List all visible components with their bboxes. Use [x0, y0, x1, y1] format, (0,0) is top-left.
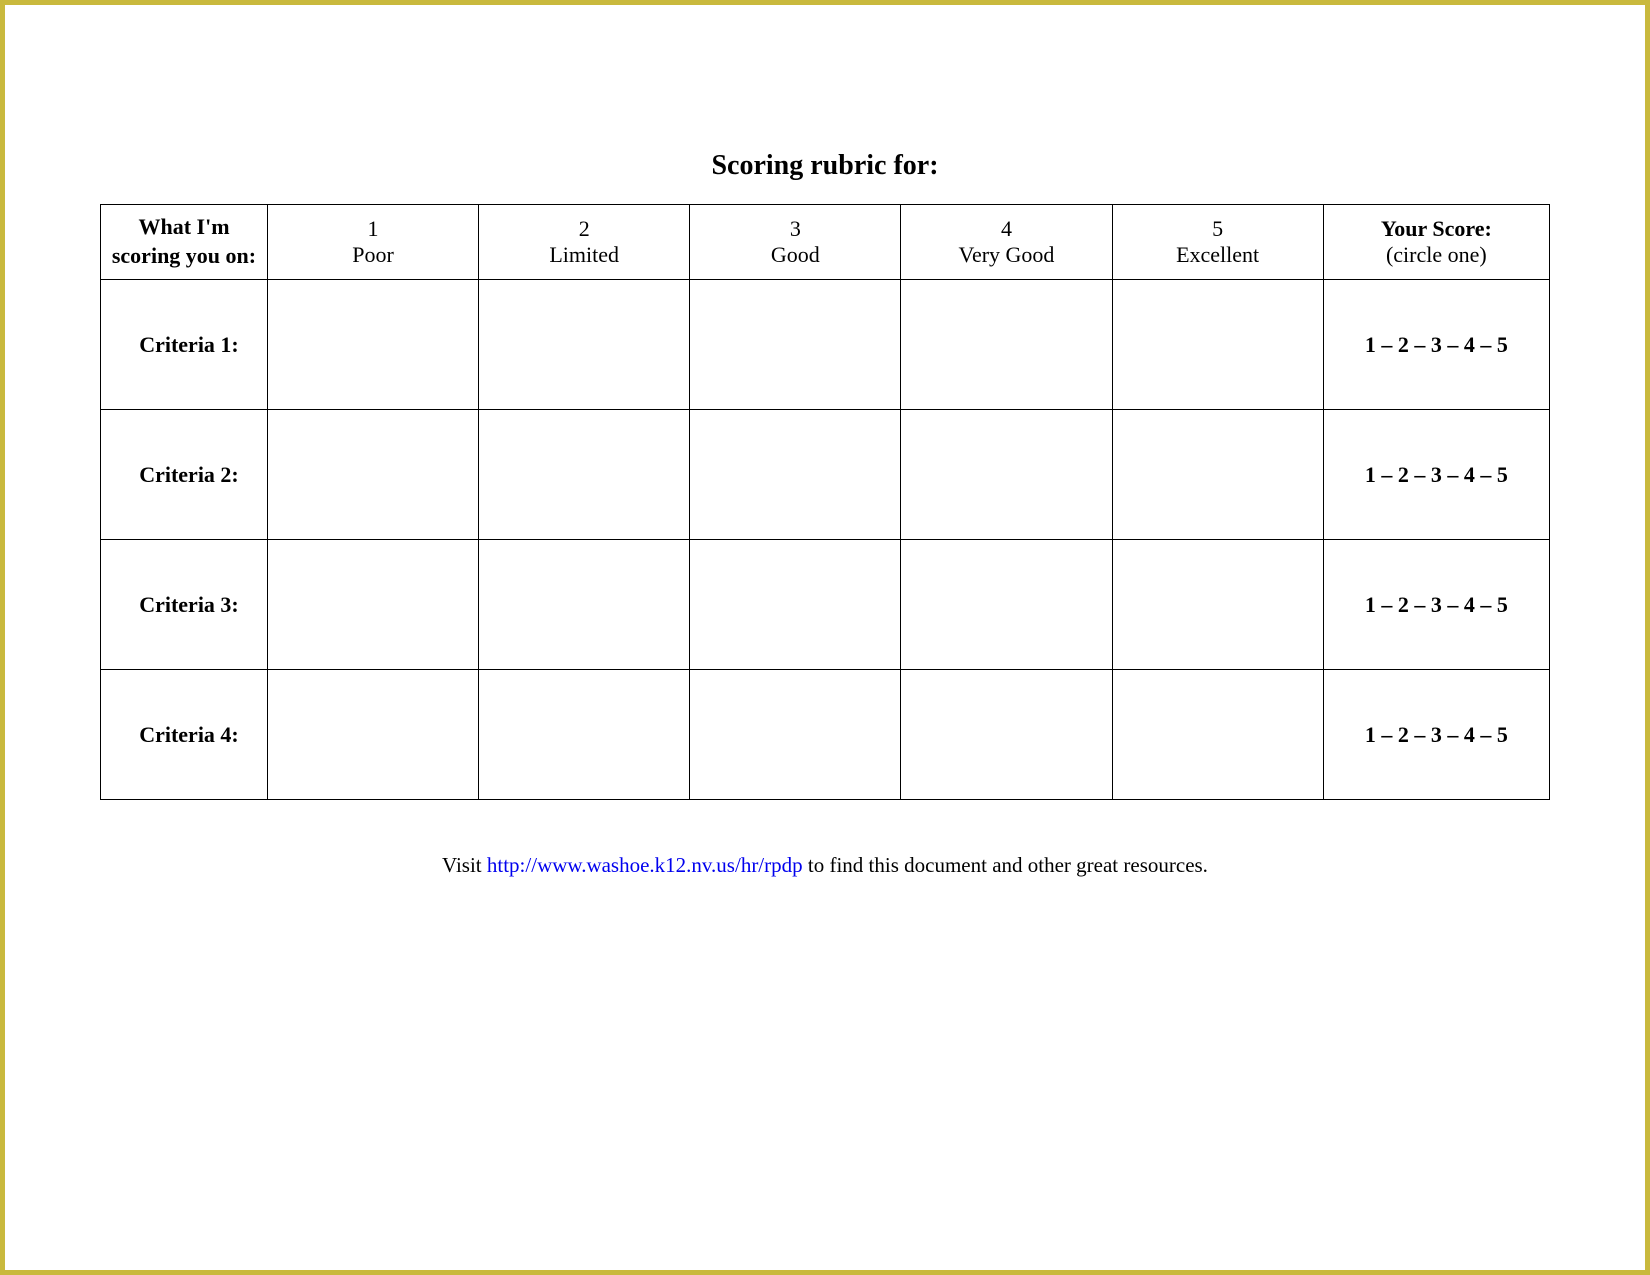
header-level-1-num: 1 [272, 216, 474, 242]
criteria-1-level-1 [267, 280, 478, 410]
header-level-4-num: 4 [905, 216, 1107, 242]
header-row: What I'm scoring you on: 1 Poor 2 Limite… [101, 205, 1550, 280]
header-level-2-label: Limited [483, 242, 685, 268]
header-score: Your Score: (circle one) [1323, 205, 1549, 280]
criteria-3-level-1 [267, 540, 478, 670]
header-level-1: 1 Poor [267, 205, 478, 280]
criteria-3-score: 1 – 2 – 3 – 4 – 5 [1323, 540, 1549, 670]
header-score-top: Your Score: [1328, 216, 1545, 242]
criteria-2-level-2 [479, 410, 690, 540]
criteria-4-level-5 [1112, 670, 1323, 800]
criteria-2-score: 1 – 2 – 3 – 4 – 5 [1323, 410, 1549, 540]
criteria-3-label: Criteria 3: [101, 540, 268, 670]
table-row: Criteria 1: 1 – 2 – 3 – 4 – 5 [101, 280, 1550, 410]
criteria-4-level-1 [267, 670, 478, 800]
footer-link[interactable]: http://www.washoe.k12.nv.us/hr/rpdp [487, 853, 803, 877]
criteria-3-level-2 [479, 540, 690, 670]
criteria-1-level-3 [690, 280, 901, 410]
criteria-3-level-4 [901, 540, 1112, 670]
rubric-table: What I'm scoring you on: 1 Poor 2 Limite… [100, 204, 1550, 800]
header-level-2-num: 2 [483, 216, 685, 242]
table-row: Criteria 4: 1 – 2 – 3 – 4 – 5 [101, 670, 1550, 800]
criteria-2-level-3 [690, 410, 901, 540]
criteria-1-level-2 [479, 280, 690, 410]
criteria-4-level-2 [479, 670, 690, 800]
criteria-4-score: 1 – 2 – 3 – 4 – 5 [1323, 670, 1549, 800]
table-row: Criteria 2: 1 – 2 – 3 – 4 – 5 [101, 410, 1550, 540]
criteria-3-level-5 [1112, 540, 1323, 670]
footer-suffix: to find this document and other great re… [803, 853, 1208, 877]
header-level-4: 4 Very Good [901, 205, 1112, 280]
table-row: Criteria 3: 1 – 2 – 3 – 4 – 5 [101, 540, 1550, 670]
header-level-5-num: 5 [1117, 216, 1319, 242]
header-criteria: What I'm scoring you on: [101, 205, 268, 280]
criteria-2-level-1 [267, 410, 478, 540]
criteria-1-level-4 [901, 280, 1112, 410]
header-level-1-label: Poor [272, 242, 474, 268]
criteria-3-level-3 [690, 540, 901, 670]
criteria-1-score: 1 – 2 – 3 – 4 – 5 [1323, 280, 1549, 410]
criteria-2-label: Criteria 2: [101, 410, 268, 540]
criteria-2-level-5 [1112, 410, 1323, 540]
header-level-5-label: Excellent [1117, 242, 1319, 268]
header-level-2: 2 Limited [479, 205, 690, 280]
page-title: Scoring rubric for: [5, 150, 1645, 182]
header-score-sub: (circle one) [1328, 242, 1545, 268]
criteria-4-level-4 [901, 670, 1112, 800]
criteria-4-label: Criteria 4: [101, 670, 268, 800]
header-level-5: 5 Excellent [1112, 205, 1323, 280]
header-level-4-label: Very Good [905, 242, 1107, 268]
footer-prefix: Visit [442, 853, 487, 877]
header-level-3-label: Good [694, 242, 896, 268]
criteria-1-label: Criteria 1: [101, 280, 268, 410]
criteria-4-level-3 [690, 670, 901, 800]
footer: Visit http://www.washoe.k12.nv.us/hr/rpd… [5, 853, 1645, 878]
criteria-1-level-5 [1112, 280, 1323, 410]
header-level-3-num: 3 [694, 216, 896, 242]
criteria-2-level-4 [901, 410, 1112, 540]
header-level-3: 3 Good [690, 205, 901, 280]
